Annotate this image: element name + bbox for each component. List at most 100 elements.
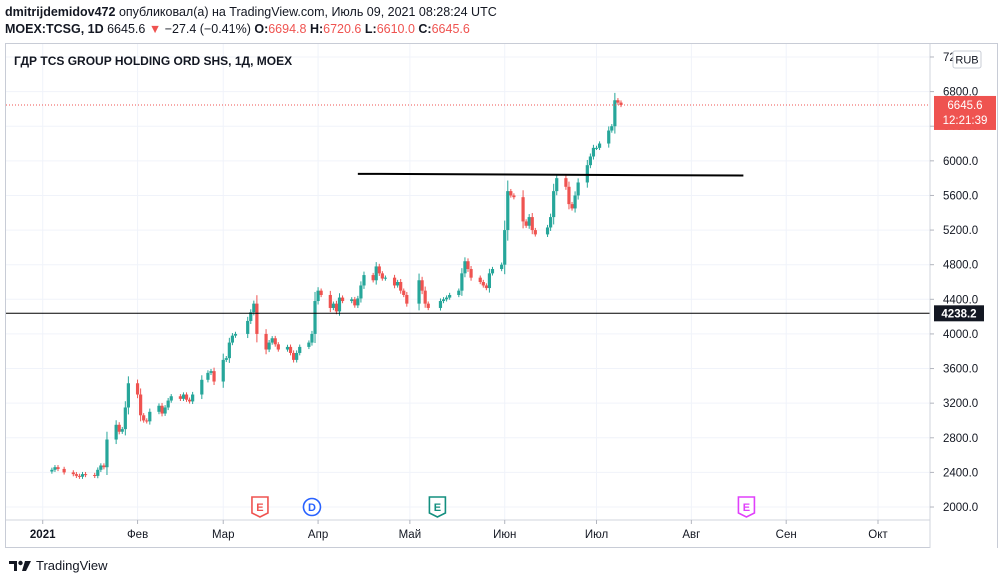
candle[interactable]	[567, 181, 571, 210]
candle[interactable]	[524, 219, 528, 228]
candle[interactable]	[310, 330, 314, 346]
candle[interactable]	[478, 275, 482, 285]
candle[interactable]	[114, 420, 118, 445]
candle[interactable]	[233, 331, 238, 338]
candle[interactable]	[56, 465, 60, 472]
candle[interactable]	[227, 337, 231, 363]
candle[interactable]	[487, 268, 492, 293]
candle[interactable]	[334, 300, 339, 315]
candle[interactable]	[573, 191, 577, 213]
candle[interactable]	[503, 220, 507, 275]
candle[interactable]	[249, 309, 253, 324]
candle[interactable]	[402, 288, 406, 298]
author-name[interactable]: dmitrijdemidov472	[5, 5, 116, 19]
candle[interactable]	[576, 178, 580, 200]
candle[interactable]	[564, 175, 568, 190]
candle[interactable]	[270, 336, 274, 345]
candle[interactable]	[50, 467, 54, 474]
candle[interactable]	[246, 316, 250, 339]
event-earnings_red-icon[interactable]: E	[251, 496, 269, 518]
candle[interactable]	[506, 180, 510, 241]
candle[interactable]	[460, 268, 464, 296]
candle[interactable]	[481, 279, 485, 288]
candle[interactable]	[224, 355, 228, 363]
candle[interactable]	[206, 370, 210, 383]
footer[interactable]: TradingView	[8, 558, 108, 573]
candle[interactable]	[509, 188, 513, 198]
candle[interactable]	[200, 375, 204, 400]
candle[interactable]	[298, 344, 302, 356]
candle[interactable]	[555, 174, 559, 196]
candle[interactable]	[209, 368, 213, 376]
candle[interactable]	[135, 379, 140, 399]
candle[interactable]	[102, 463, 106, 470]
candle[interactable]	[93, 472, 97, 479]
candle[interactable]	[337, 293, 342, 316]
candle[interactable]	[521, 190, 525, 229]
candle[interactable]	[466, 258, 470, 272]
candle[interactable]	[597, 141, 602, 151]
candle[interactable]	[362, 271, 366, 289]
candle[interactable]	[80, 471, 85, 479]
candle[interactable]	[99, 463, 103, 472]
candle[interactable]	[313, 291, 317, 344]
candle[interactable]	[490, 266, 495, 276]
candle[interactable]	[328, 290, 332, 313]
candle[interactable]	[463, 257, 467, 278]
candle[interactable]	[399, 278, 403, 294]
candle[interactable]	[570, 201, 574, 211]
candle[interactable]	[221, 353, 225, 388]
chart-frame[interactable]	[5, 43, 998, 548]
candle[interactable]	[276, 342, 280, 352]
candle[interactable]	[105, 431, 109, 475]
candle[interactable]	[405, 291, 409, 307]
candle[interactable]	[83, 471, 88, 478]
candle[interactable]	[444, 295, 449, 302]
candle[interactable]	[139, 388, 143, 422]
candle[interactable]	[285, 344, 290, 352]
candle[interactable]	[62, 466, 66, 475]
candle[interactable]	[438, 298, 443, 311]
candle[interactable]	[319, 288, 323, 298]
candle[interactable]	[264, 329, 268, 355]
candle[interactable]	[295, 350, 299, 363]
candle[interactable]	[74, 471, 78, 479]
candle[interactable]	[610, 124, 614, 133]
candle[interactable]	[71, 470, 75, 477]
event-earnings_teal-icon[interactable]: E	[428, 496, 447, 518]
candle[interactable]	[380, 271, 384, 281]
candle[interactable]	[420, 276, 424, 295]
candle[interactable]	[530, 212, 534, 235]
candle[interactable]	[549, 213, 553, 231]
candle[interactable]	[157, 403, 161, 415]
candle[interactable]	[383, 275, 387, 281]
candle[interactable]	[160, 402, 164, 417]
candle[interactable]	[178, 394, 182, 401]
candle[interactable]	[377, 263, 381, 276]
candle[interactable]	[356, 295, 360, 308]
candle[interactable]	[448, 292, 452, 300]
candle[interactable]	[533, 227, 537, 237]
trend-line[interactable]	[357, 172, 744, 177]
candle[interactable]	[117, 422, 121, 435]
candle[interactable]	[591, 144, 596, 160]
candle[interactable]	[96, 467, 100, 479]
candle[interactable]	[77, 473, 82, 479]
candle[interactable]	[371, 272, 375, 283]
candle[interactable]	[616, 98, 620, 105]
candle[interactable]	[267, 339, 271, 353]
candle[interactable]	[545, 224, 550, 237]
candle[interactable]	[484, 283, 488, 291]
candle[interactable]	[417, 273, 421, 311]
candle[interactable]	[148, 408, 152, 425]
candle[interactable]	[457, 288, 461, 298]
candle[interactable]	[392, 274, 397, 289]
candle[interactable]	[212, 367, 216, 385]
candle[interactable]	[273, 335, 277, 347]
candle[interactable]	[191, 391, 195, 405]
candle[interactable]	[426, 301, 430, 311]
candle[interactable]	[350, 297, 354, 304]
candle[interactable]	[594, 145, 599, 151]
candle[interactable]	[527, 214, 531, 229]
